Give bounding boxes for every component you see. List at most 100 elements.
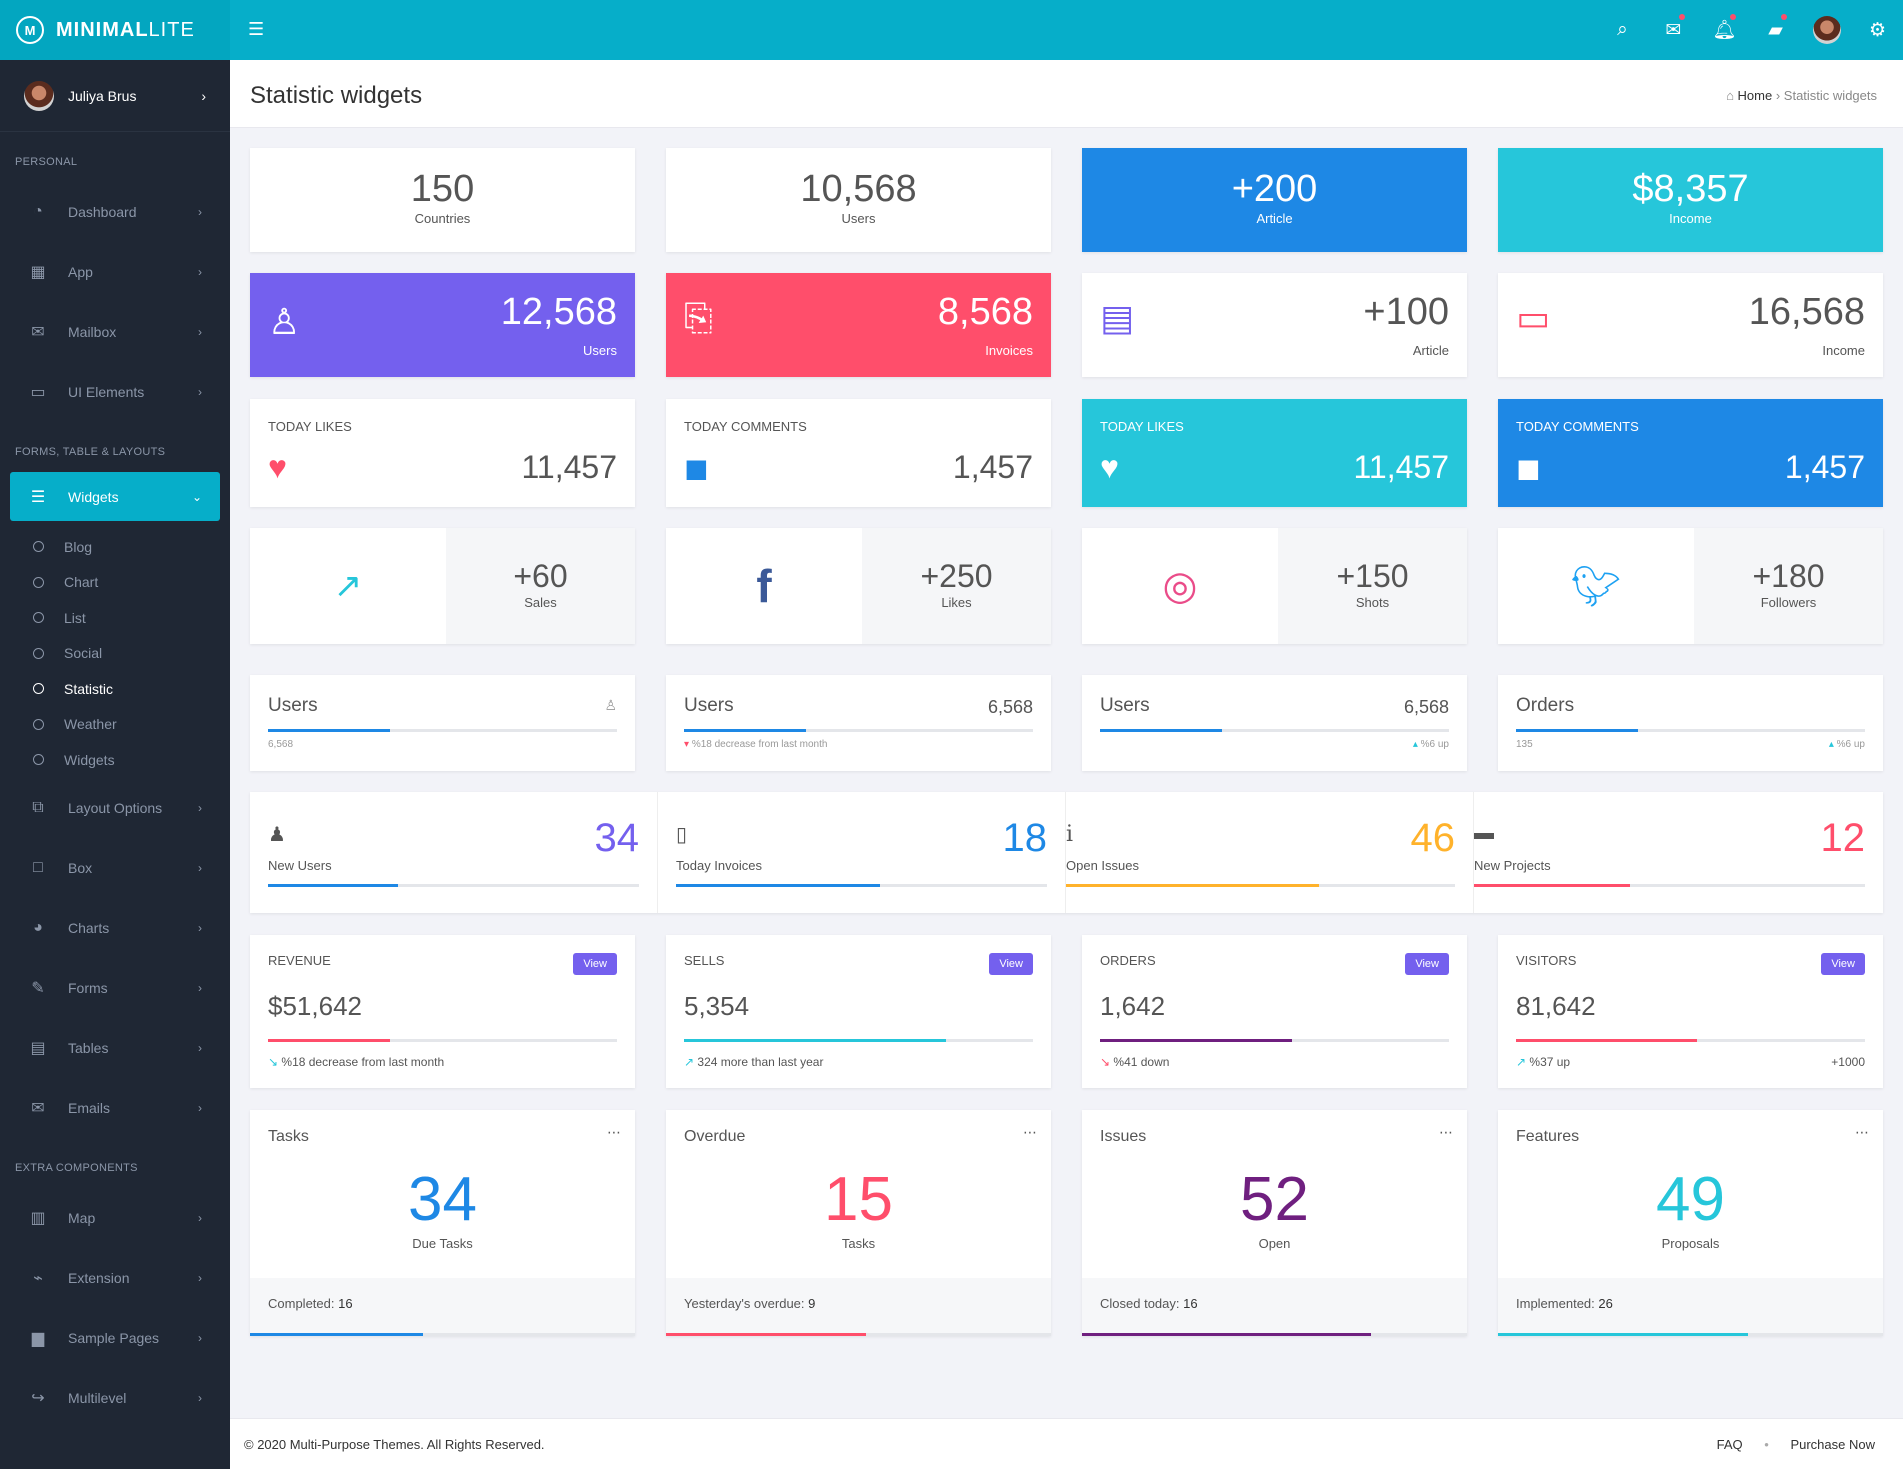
sidebar-item-ui-elements[interactable]: ▭ UI Elements › <box>0 362 230 422</box>
sidebar-subitem-blog[interactable]: Blog <box>0 529 230 565</box>
view-button[interactable]: View <box>989 953 1033 975</box>
card-title: SELLS <box>684 953 725 968</box>
counter-label: Today Invoices <box>676 858 762 873</box>
sidebar-item-dashboard[interactable]: ◔ Dashboard › <box>0 182 230 242</box>
stat-card-article: +200 Article <box>1082 148 1467 252</box>
view-button[interactable]: View <box>1405 953 1449 975</box>
progress-fill <box>1066 884 1319 887</box>
today-comments-card-colored: TODAY COMMENTS ◼ 1,457 <box>1498 399 1883 507</box>
chat-icon[interactable]: ▰ <box>1750 0 1801 60</box>
sidebar-subitem-chart[interactable]: Chart <box>0 565 230 601</box>
more-icon[interactable]: ⋯ <box>1855 1124 1869 1140</box>
view-button[interactable]: View <box>1821 953 1865 975</box>
faq-link[interactable]: FAQ <box>1716 1437 1743 1452</box>
sidebar-subitem-weather[interactable]: Weather <box>0 707 230 743</box>
progress-fill <box>676 884 881 887</box>
subitem-label: List <box>64 609 86 626</box>
twitter-icon: 🐦︎ <box>1498 528 1694 644</box>
user-avatar[interactable] <box>1801 0 1852 60</box>
purchase-link[interactable]: Purchase Now <box>1790 1437 1875 1452</box>
social-value: +150 <box>1336 558 1409 594</box>
counter-value: 34 <box>594 816 640 860</box>
summary-card-sells: SELLS View 5,354 ↗ 324 more than last ye… <box>666 935 1051 1088</box>
chevron-right-icon: › <box>201 87 206 104</box>
stat-value: 16,568 <box>1748 291 1865 333</box>
social-value: +180 <box>1752 558 1825 594</box>
card-value: 5,354 <box>684 991 750 1021</box>
sidebar-item-layout-options[interactable]: ⧉ Layout Options › <box>0 778 230 838</box>
progress-fill <box>684 1039 946 1042</box>
gear-icon[interactable]: ⚙ <box>1868 19 1887 41</box>
brand[interactable]: M MINIMALLITE <box>0 0 230 60</box>
sidebar-item-map[interactable]: ▥ Map › <box>0 1188 230 1248</box>
more-icon[interactable]: ⋯ <box>1439 1124 1453 1140</box>
search-icon[interactable]: ⌕ <box>1617 19 1628 40</box>
icon-stat-card-income: ▭ 16,568 Income <box>1498 273 1883 377</box>
heart-icon: ♥ <box>1100 449 1119 485</box>
summary-card-revenue: REVENUE View $51,642 ↘ %18 decrease from… <box>250 935 635 1088</box>
chevron-right-icon: › <box>198 265 202 279</box>
chevron-right-icon: › <box>198 1330 202 1345</box>
stat-value: 150 <box>410 168 475 210</box>
bell-icon[interactable]: 🔔︎ <box>1699 0 1750 60</box>
document-icon: ▤ <box>1100 297 1135 338</box>
sidebar-item-emails[interactable]: ✉ Emails › <box>0 1078 230 1138</box>
card-value: 1,642 <box>1100 991 1166 1021</box>
card-note: %18 decrease from last month <box>281 1055 445 1069</box>
counter-new-projects: ▬ New Projects 12 <box>1474 792 1883 913</box>
mail-icon[interactable]: ✉ <box>1648 0 1699 60</box>
summary-card-orders: ORDERS View 1,642 ↘ %41 down <box>1082 935 1467 1088</box>
footer-value: 16 <box>338 1296 353 1311</box>
progress-fill <box>1516 1039 1698 1042</box>
social-value: +250 <box>920 558 993 594</box>
card-title: Users <box>684 695 734 716</box>
sidebar-item-widgets[interactable]: ☰ Widgets ⌄ <box>10 472 220 521</box>
card-footer: Completed: 16 <box>250 1278 635 1336</box>
card-title: Overdue <box>684 1128 746 1145</box>
more-icon[interactable]: ⋯ <box>1023 1124 1037 1140</box>
sidebar-subitem-widgets[interactable]: Widgets <box>0 742 230 778</box>
sidebar-item-label: Sample Pages <box>68 1329 160 1346</box>
progress-fill <box>1498 1333 1749 1336</box>
more-icon[interactable]: ⋯ <box>607 1124 621 1140</box>
page-title: Statistic widgets <box>250 82 423 109</box>
sidebar-item-extension[interactable]: ⌁ Extension › <box>0 1248 230 1308</box>
sidebar-item-tables[interactable]: ▤ Tables › <box>0 1018 230 1078</box>
sidebar-item-sample-pages[interactable]: ▆ Sample Pages › <box>0 1308 230 1368</box>
user-icon: ♙ <box>268 301 301 342</box>
menu-toggle-icon[interactable]: ☰ <box>248 19 265 39</box>
social-label: Sales <box>524 595 557 610</box>
square-icon: □ <box>33 858 43 876</box>
arrow-up-icon: ▴ <box>1412 739 1418 750</box>
sidebar-subitem-social[interactable]: Social <box>0 636 230 672</box>
subitem-label: Chart <box>64 574 99 591</box>
social-card-dribbble: ◎ +150 Shots <box>1082 528 1467 644</box>
circle-icon <box>33 718 44 730</box>
breadcrumb-home[interactable]: Home <box>1737 88 1773 103</box>
view-button[interactable]: View <box>573 953 617 975</box>
sidebar-item-mailbox[interactable]: ✉ Mailbox › <box>0 302 230 362</box>
footer-value: 9 <box>808 1296 816 1311</box>
counter-today-invoices: ▯ Today Invoices 18 <box>658 792 1066 913</box>
sidebar-subitem-list[interactable]: List <box>0 600 230 636</box>
footer-value: 16 <box>1183 1296 1198 1311</box>
card-value: 1,457 <box>1784 449 1865 485</box>
progress-fill <box>1100 729 1223 732</box>
chevron-right-icon: › <box>198 325 202 339</box>
progress-fill <box>268 884 398 887</box>
card-title: Users <box>268 695 318 716</box>
card-label: TODAY LIKES <box>268 419 352 434</box>
progress-fill <box>268 729 391 732</box>
sidebar-item-box[interactable]: □ Box › <box>0 838 230 898</box>
sidebar-item-multilevel[interactable]: ↪ Multilevel › <box>0 1368 230 1428</box>
stat-label: Article <box>1256 211 1293 226</box>
pie-icon: ◕ <box>33 918 43 936</box>
sidebar-item-forms[interactable]: ✎ Forms › <box>0 958 230 1018</box>
sidebar-subitem-statistic[interactable]: Statistic <box>0 671 230 707</box>
sidebar-item-app[interactable]: ▦ App › <box>0 242 230 302</box>
card-footer: Implemented: 26 <box>1498 1278 1883 1336</box>
social-card-sales: ↗ +60 Sales <box>250 528 635 644</box>
chevron-right-icon: › <box>198 1270 202 1285</box>
sidebar-item-charts[interactable]: ◕ Charts › <box>0 898 230 958</box>
sidebar-user[interactable]: Juliya Brus › <box>0 60 230 132</box>
